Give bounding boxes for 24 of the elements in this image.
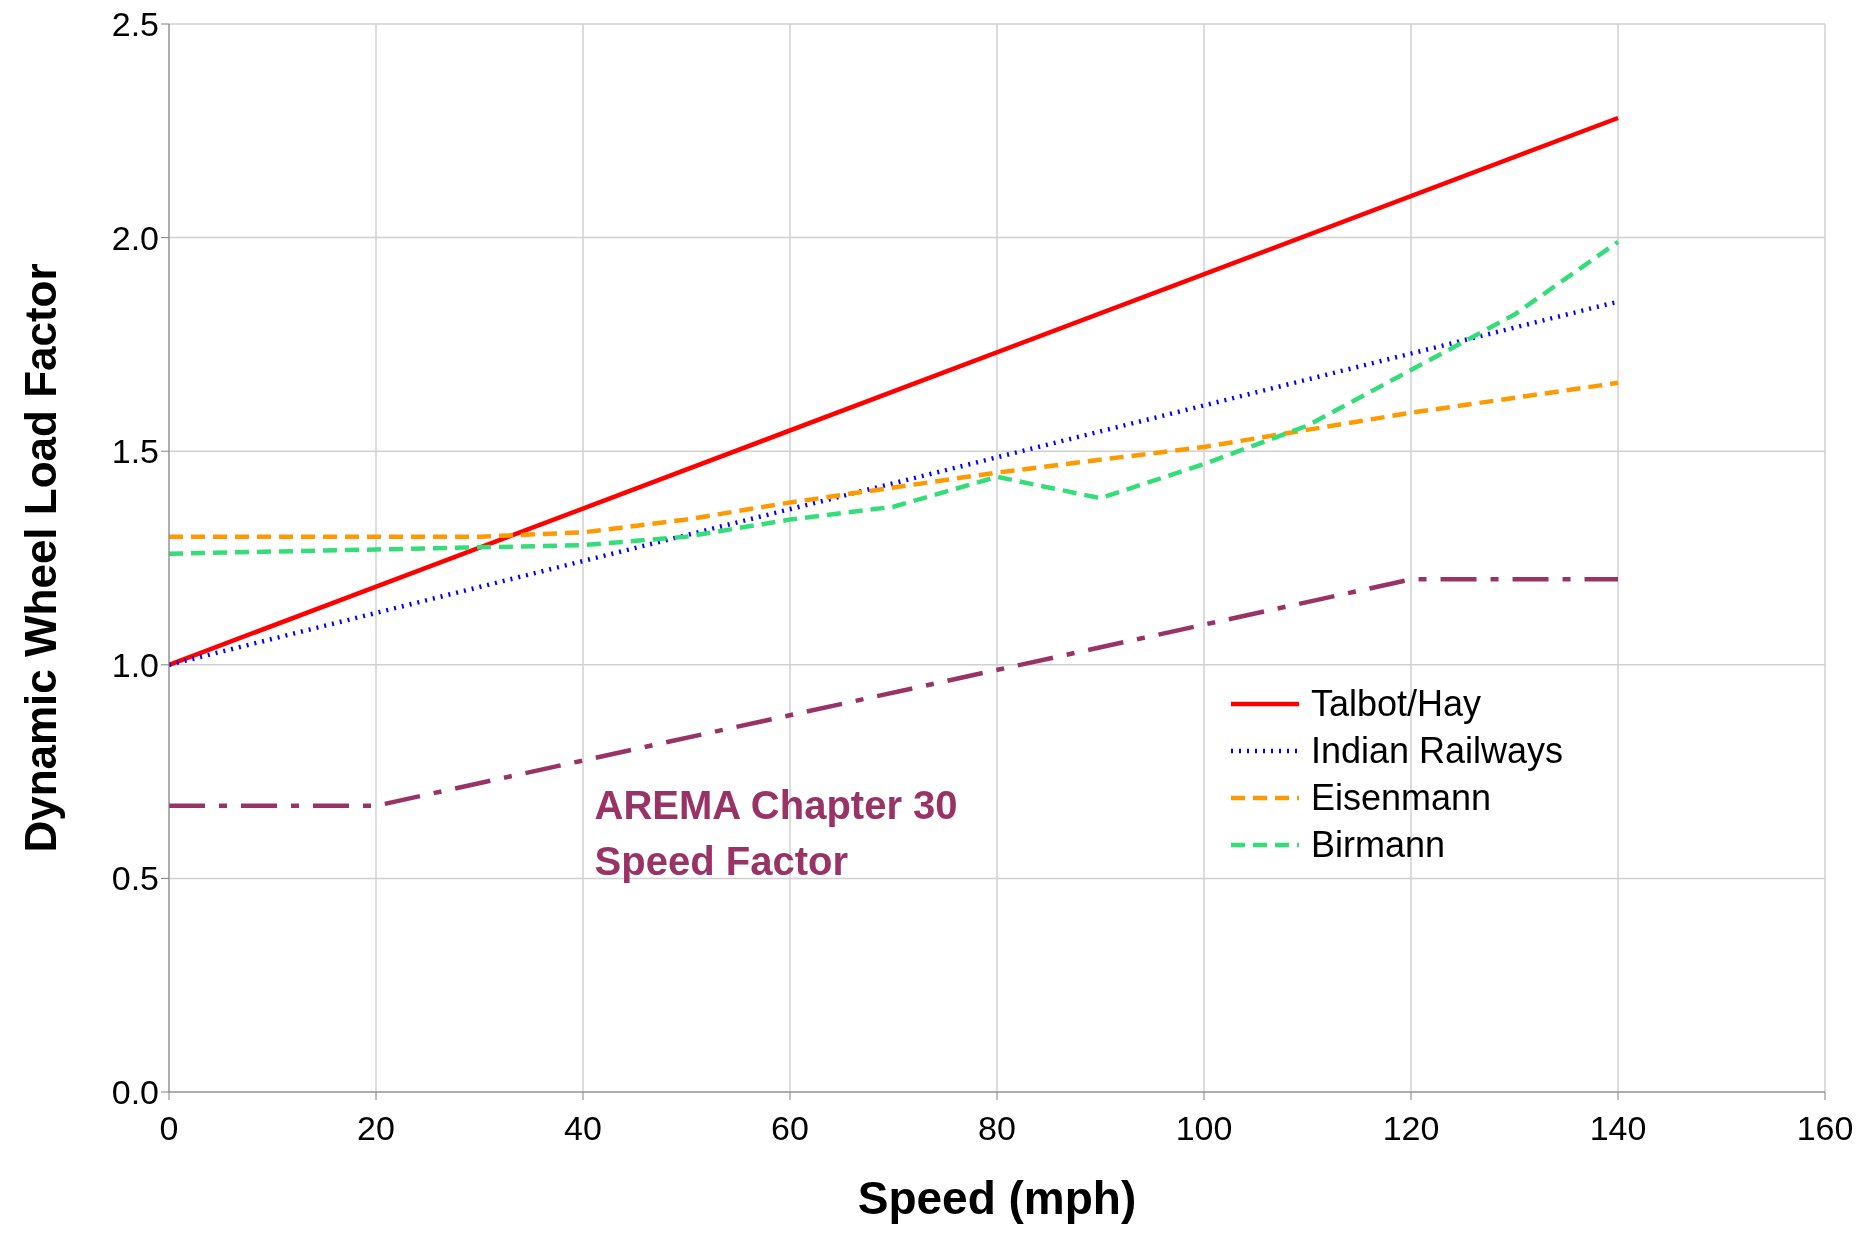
y-tick-label: 1.5	[111, 432, 159, 471]
x-tick-label: 160	[1796, 1109, 1854, 1148]
x-tick-label: 0	[159, 1109, 179, 1148]
x-tick-label: 100	[1175, 1109, 1233, 1148]
line-series	[169, 239, 1621, 556]
y-tick-label: 2.0	[111, 218, 159, 257]
y-tick-label: 0.0	[111, 1073, 159, 1112]
y-tick-label: 0.5	[111, 859, 159, 898]
x-tick-label: 80	[978, 1109, 1016, 1148]
x-tick-label: 120	[1382, 1109, 1440, 1148]
x-tick-label: 60	[771, 1109, 809, 1148]
y-axis-title: Dynamic Wheel Load Factor	[15, 263, 65, 853]
legend-label: Indian Railways	[1311, 729, 1564, 772]
x-tick-label: 40	[564, 1109, 602, 1148]
y-tick-label: 1.0	[111, 645, 159, 684]
y-tick-label: 2.5	[111, 5, 159, 44]
x-tick-label: 140	[1589, 1109, 1647, 1148]
legend-label: Talbot/Hay	[1311, 682, 1482, 725]
legend-label: Birmann	[1311, 823, 1446, 866]
series-label: AREMA Chapter 30 Speed Factor	[594, 781, 959, 885]
x-axis-title: Speed (mph)	[857, 1172, 1137, 1224]
line-series	[169, 380, 1621, 539]
legend-label: Eisenmann	[1311, 776, 1492, 819]
x-tick-label: 20	[357, 1109, 395, 1148]
